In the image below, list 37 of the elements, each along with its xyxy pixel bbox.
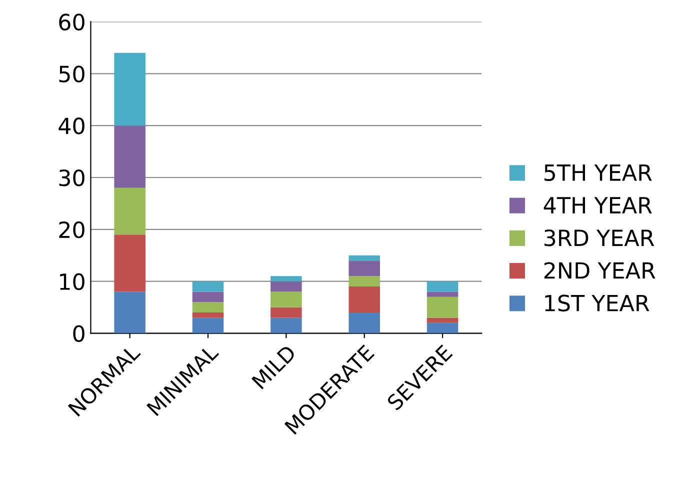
bar: [270, 276, 302, 282]
bar: [192, 302, 224, 312]
bar: [114, 126, 146, 188]
y-tick-label: 30: [59, 169, 84, 186]
bar: [348, 260, 380, 276]
legend-label: 2ND YEAR: [544, 262, 656, 279]
bar: [270, 318, 302, 334]
y-tick-label: 20: [59, 221, 84, 238]
bar: [426, 281, 458, 292]
legend-label: 4TH YEAR: [544, 197, 652, 214]
bar: [114, 234, 146, 292]
bar: [348, 312, 380, 334]
bar: [348, 286, 380, 312]
bar: [270, 292, 302, 308]
bar: [192, 292, 224, 302]
legend-label: 1ST YEAR: [545, 294, 650, 312]
bar: [348, 276, 380, 287]
bar: [114, 52, 146, 126]
bar: [114, 188, 146, 235]
bar: [426, 322, 458, 334]
bar: [192, 318, 224, 334]
legend-label: 3RD YEAR: [544, 229, 654, 246]
bar: [270, 307, 302, 318]
bar: [426, 318, 458, 323]
bar: [270, 281, 302, 292]
bar: [192, 281, 224, 292]
bar: [192, 312, 224, 318]
legend-label: 5TH YEAR: [544, 164, 652, 182]
y-tick-label: 60: [59, 14, 84, 30]
bar: [426, 292, 458, 297]
y-tick-label: 0: [73, 325, 84, 342]
y-tick-label: 50: [59, 66, 84, 82]
bar: [114, 292, 146, 334]
y-tick-label: 40: [58, 118, 84, 134]
bar: [348, 255, 380, 261]
y-tick-label: 10: [60, 273, 84, 290]
bar: [426, 296, 458, 318]
